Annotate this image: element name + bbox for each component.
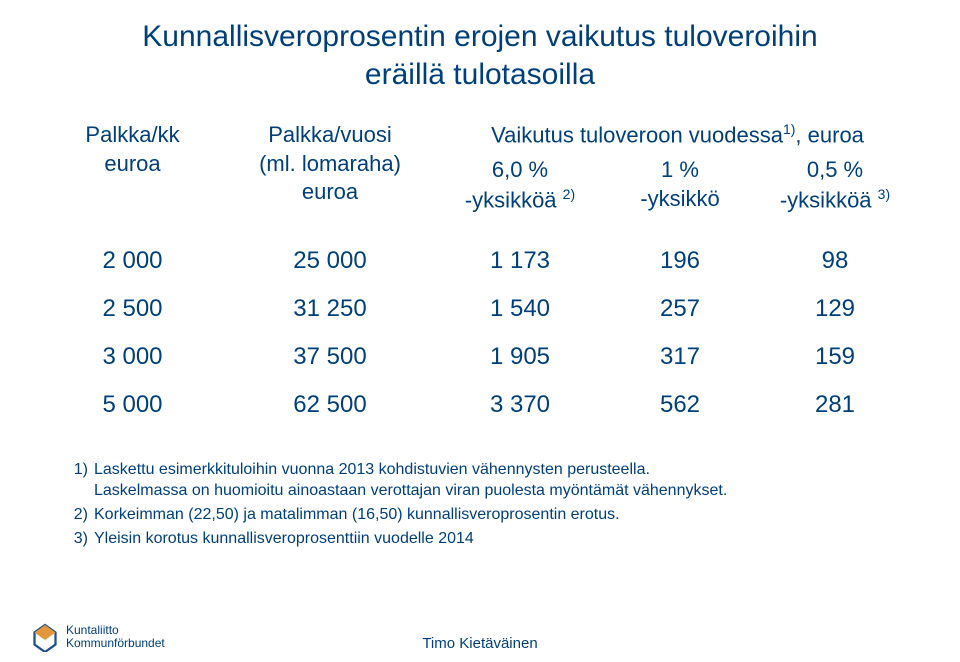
cell: 129 bbox=[755, 295, 915, 323]
footnote-3-text: Yleisin korotus kunnallisveroprosenttiin… bbox=[94, 528, 900, 550]
header-col2-l1: Palkka/vuosi bbox=[268, 121, 392, 150]
cell: 196 bbox=[605, 247, 755, 275]
table-header: Palkka/kk euroa Palkka/vuosi (ml. lomara… bbox=[0, 121, 960, 215]
header-right-top-tail: , euroa bbox=[795, 122, 864, 147]
table-row: 5 000 62 500 3 370 562 281 bbox=[40, 381, 920, 429]
footnote-2-label: 2) bbox=[60, 504, 94, 526]
cell: 1 173 bbox=[435, 247, 605, 275]
footnote-1: 1) Laskettu esimerkkituloihin vuonna 201… bbox=[60, 459, 900, 502]
header-col1-l1: Palkka/kk bbox=[85, 121, 179, 150]
table-row: 2 500 31 250 1 540 257 129 bbox=[40, 285, 920, 333]
header-col3-l2-text: -yksikköä bbox=[465, 187, 557, 212]
cell: 1 540 bbox=[435, 295, 605, 323]
footnote-3: 3) Yleisin korotus kunnallisveroprosentt… bbox=[60, 528, 900, 550]
title-line-1: Kunnallisveroprosentin erojen vaikutus t… bbox=[142, 20, 817, 53]
title-line-2: eräillä tulotasoilla bbox=[365, 58, 595, 91]
footnote-1-text: Laskettu esimerkkituloihin vuonna 2013 k… bbox=[94, 459, 900, 502]
footer-author: Timo Kietäväinen bbox=[0, 635, 960, 652]
cell: 257 bbox=[605, 295, 755, 323]
cell: 281 bbox=[755, 391, 915, 419]
cell: 317 bbox=[605, 343, 755, 371]
header-col3-sup: 2) bbox=[563, 186, 575, 202]
header-col5-sup: 3) bbox=[878, 186, 890, 202]
cell: 3 000 bbox=[40, 343, 225, 371]
cell: 5 000 bbox=[40, 391, 225, 419]
header-col4: 1 % -yksikkö bbox=[605, 156, 755, 215]
header-col5: 0,5 % -yksikköä 3) bbox=[755, 156, 915, 215]
cell: 1 905 bbox=[435, 343, 605, 371]
header-col5-l1: 0,5 % bbox=[807, 156, 863, 185]
table-row: 3 000 37 500 1 905 317 159 bbox=[40, 333, 920, 381]
header-col2-l2: (ml. lomaraha) bbox=[259, 150, 401, 179]
header-right-top: Vaikutus tuloveroon vuodessa1), euroa bbox=[435, 121, 920, 148]
footnote-1-label: 1) bbox=[60, 459, 94, 502]
header-col1-l2: euroa bbox=[104, 150, 160, 179]
footnote-1b: Laskelmassa on huomioitu ainoastaan vero… bbox=[94, 482, 727, 499]
cell: 25 000 bbox=[225, 247, 435, 275]
header-col3-l1: 6,0 % bbox=[492, 156, 548, 185]
cell: 3 370 bbox=[435, 391, 605, 419]
header-col2: Palkka/vuosi (ml. lomaraha) euroa bbox=[225, 121, 435, 215]
cell: 31 250 bbox=[225, 295, 435, 323]
page-title: Kunnallisveroprosentin erojen vaikutus t… bbox=[0, 0, 960, 93]
header-right-top-sup: 1) bbox=[783, 121, 795, 137]
cell: 2 500 bbox=[40, 295, 225, 323]
header-col1: Palkka/kk euroa bbox=[40, 121, 225, 215]
footnotes: 1) Laskettu esimerkkituloihin vuonna 201… bbox=[0, 459, 960, 549]
table-row: 2 000 25 000 1 173 196 98 bbox=[40, 237, 920, 285]
cell: 98 bbox=[755, 247, 915, 275]
header-right-sub: 6,0 % -yksikköä 2) 1 % -yksikkö 0,5 % -y… bbox=[435, 156, 920, 215]
header-col4-l1: 1 % bbox=[661, 156, 699, 185]
cell: 562 bbox=[605, 391, 755, 419]
header-col5-l2-text: -yksikköä bbox=[780, 187, 872, 212]
header-col2-l3: euroa bbox=[302, 178, 358, 207]
footnote-3-label: 3) bbox=[60, 528, 94, 550]
cell: 37 500 bbox=[225, 343, 435, 371]
data-table: 2 000 25 000 1 173 196 98 2 500 31 250 1… bbox=[0, 237, 960, 429]
header-col3-l2: -yksikköä 2) bbox=[465, 185, 575, 215]
cell: 159 bbox=[755, 343, 915, 371]
header-col3: 6,0 % -yksikköä 2) bbox=[435, 156, 605, 215]
footnote-2: 2) Korkeimman (22,50) ja matalimman (16,… bbox=[60, 504, 900, 526]
header-col4-l2: -yksikkö bbox=[640, 185, 719, 214]
footnote-2-text: Korkeimman (22,50) ja matalimman (16,50)… bbox=[94, 504, 900, 526]
cell: 2 000 bbox=[40, 247, 225, 275]
cell: 62 500 bbox=[225, 391, 435, 419]
header-right-top-text: Vaikutus tuloveroon vuodessa bbox=[491, 122, 783, 147]
header-col5-l2: -yksikköä 3) bbox=[780, 185, 890, 215]
footnote-1a: Laskettu esimerkkituloihin vuonna 2013 k… bbox=[94, 461, 650, 478]
header-right-group: Vaikutus tuloveroon vuodessa1), euroa 6,… bbox=[435, 121, 920, 215]
